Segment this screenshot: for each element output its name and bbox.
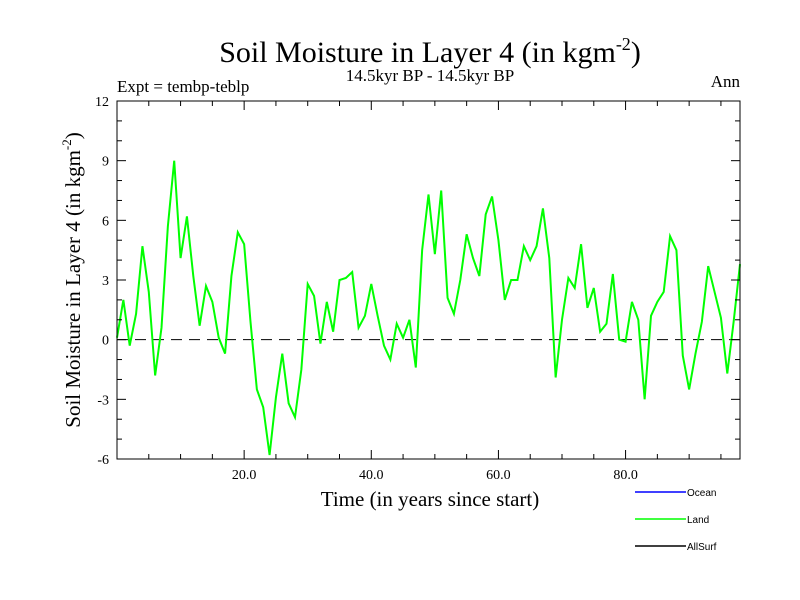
y-tick-label: 12 xyxy=(95,95,109,110)
legend: Ocean Land AllSurf xyxy=(635,488,717,553)
y-tick-label: 6 xyxy=(102,214,109,229)
chart-title: Soil Moisture in Layer 4 (in kgm-2) xyxy=(219,34,641,69)
plot-area-frame xyxy=(116,100,741,460)
x-tick-label: 60.0 xyxy=(486,468,511,483)
x-tick-label: 20.0 xyxy=(232,468,257,483)
x-tick-label: 40.0 xyxy=(359,468,384,483)
legend-label-ocean: Ocean xyxy=(687,488,716,499)
x-tick-label: 80.0 xyxy=(613,468,638,483)
y-axis-label: Soil Moisture in Layer 4 (in kgm-2) xyxy=(59,132,85,427)
axis-tick-labels: -6 -3 0 3 6 9 12 20.0 40.0 60.0 80.0 xyxy=(95,95,638,483)
y-tick-label: 0 xyxy=(102,334,109,349)
y-tick-label: -3 xyxy=(97,393,109,408)
y-tick-label: 3 xyxy=(102,274,109,289)
legend-label-allsurf: AllSurf xyxy=(687,542,717,553)
y-tick-label: 9 xyxy=(102,155,109,170)
chart-subtitle: 14.5kyr BP - 14.5kyr BP xyxy=(346,66,514,85)
legend-label-land: Land xyxy=(687,515,709,526)
season-label: Ann xyxy=(711,72,741,91)
y-tick-label: -6 xyxy=(97,453,109,468)
x-axis-label: Time (in years since start) xyxy=(321,487,540,511)
experiment-label: Expt = tembp-teblp xyxy=(117,77,249,96)
series-group xyxy=(116,160,741,456)
